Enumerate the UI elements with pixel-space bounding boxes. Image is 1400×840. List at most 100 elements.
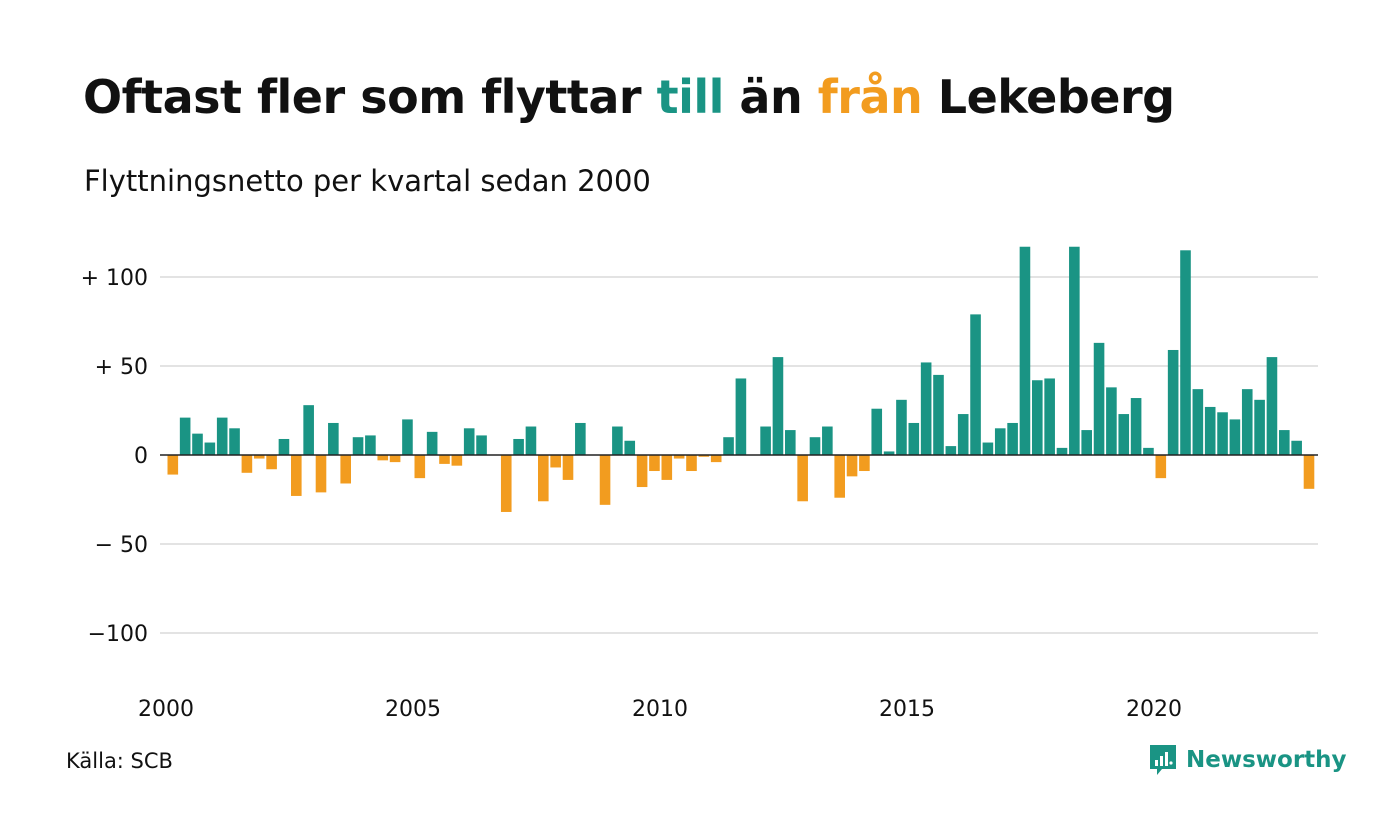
- bar-2022Q4: [1291, 440, 1302, 455]
- bar-2007Q4: [550, 455, 561, 468]
- bar-2007Q3: [538, 455, 549, 502]
- y-tick-label: + 50: [95, 355, 148, 380]
- y-axis-labels: + 100 + 50 0 − 50 −100: [81, 266, 148, 647]
- bar-2008Q2: [575, 422, 586, 455]
- bar-2011Q2: [723, 437, 734, 455]
- bar-2020Q2: [1167, 349, 1179, 455]
- bar-2020Q3: [1180, 250, 1191, 455]
- bar-2007Q2: [525, 426, 537, 455]
- bar-2006Q2: [476, 435, 487, 455]
- bar-2013Q2: [822, 426, 833, 455]
- bar-2011Q3: [735, 378, 747, 455]
- bar-2017Q2: [1019, 246, 1031, 455]
- bar-2000Q4: [204, 442, 216, 455]
- bar-2021Q3: [1229, 419, 1241, 455]
- bar-2010Q3: [686, 455, 697, 472]
- bar-2012Q3: [785, 430, 796, 455]
- bar-2009Q4: [649, 455, 660, 472]
- x-tick-label: 2000: [138, 697, 194, 722]
- bar-2007Q1: [513, 438, 524, 455]
- bar-2014Q1: [859, 455, 870, 472]
- brand-name: Newsworthy: [1186, 747, 1347, 773]
- chart-title: Oftast fler som flyttar till än från Lek…: [83, 70, 1175, 124]
- bar-2016Q3: [982, 442, 994, 455]
- bar-2004Q4: [402, 419, 413, 455]
- bar-2002Q1: [266, 455, 277, 470]
- bar-2016Q2: [970, 314, 981, 455]
- source-note: Källa: SCB: [66, 749, 173, 773]
- bar-2018Q4: [1093, 342, 1105, 455]
- bar-2019Q2: [1118, 414, 1130, 455]
- logo-dot: [1169, 761, 1173, 765]
- bar-2006Q4: [500, 455, 512, 512]
- bar-2023Q1: [1303, 455, 1315, 489]
- bar-2019Q4: [1143, 447, 1154, 455]
- bar-2020Q1: [1155, 455, 1167, 479]
- bar-2010Q4: [698, 455, 710, 457]
- bar-2012Q1: [760, 426, 771, 455]
- bar-chart: + 100 + 50 0 − 50 −100 2000 2005 2010 2015 2020: [81, 246, 1318, 722]
- grid-lines: [160, 276, 1318, 634]
- bar-2005Q4: [451, 455, 463, 466]
- bar-2001Q1: [216, 417, 228, 455]
- x-axis-labels: 2000 2005 2010 2015 2020: [138, 697, 1182, 722]
- bar-2005Q2: [426, 431, 438, 455]
- logo-bar-1: [1155, 760, 1158, 766]
- bar-2018Q2: [1069, 246, 1080, 455]
- bar-2013Q3: [834, 455, 845, 498]
- bar-2017Q1: [1007, 422, 1018, 455]
- bar-2010Q2: [673, 455, 685, 459]
- title-highlight-fran: från: [817, 70, 923, 124]
- title-part-2: än: [723, 70, 818, 124]
- bar-2022Q1: [1254, 399, 1265, 455]
- bar-2009Q1: [612, 426, 623, 455]
- bar-2009Q3: [636, 455, 648, 488]
- title-part-1: Oftast fler som flyttar: [83, 70, 657, 124]
- bar-2015Q4: [945, 446, 957, 455]
- y-tick-label: 0: [134, 444, 148, 469]
- bar-2003Q3: [340, 455, 351, 484]
- bars: [167, 246, 1315, 512]
- bar-2008Q1: [562, 455, 574, 480]
- bar-2012Q4: [797, 455, 808, 502]
- x-tick-label: 2015: [879, 697, 935, 722]
- bar-2003Q1: [315, 455, 327, 493]
- y-tick-label: − 50: [95, 533, 148, 558]
- bar-2008Q4: [599, 455, 611, 505]
- bar-2017Q3: [1032, 380, 1043, 455]
- bar-2019Q1: [1106, 387, 1117, 455]
- bar-2012Q2: [772, 357, 784, 455]
- bar-2005Q3: [439, 455, 450, 464]
- bar-2014Q4: [896, 399, 907, 455]
- bar-2003Q2: [328, 422, 339, 455]
- bar-2018Q1: [1056, 447, 1068, 455]
- y-tick-label: + 100: [81, 266, 148, 291]
- bar-2016Q4: [994, 428, 1006, 455]
- bar-2004Q2: [377, 455, 389, 461]
- bar-2016Q1: [957, 414, 969, 455]
- logo-bar-3: [1165, 752, 1168, 766]
- x-tick-label: 2005: [385, 697, 441, 722]
- bar-2022Q3: [1279, 430, 1290, 455]
- bar-2004Q3: [389, 455, 401, 463]
- bar-2017Q4: [1044, 378, 1055, 455]
- bar-2019Q3: [1130, 398, 1142, 455]
- bar-2015Q3: [933, 374, 944, 455]
- bar-2001Q2: [229, 428, 240, 455]
- title-part-3: Lekeberg: [922, 70, 1175, 124]
- bar-2021Q2: [1217, 412, 1228, 455]
- bar-2011Q1: [710, 455, 722, 463]
- bar-2015Q1: [908, 422, 920, 455]
- brand-logo: Newsworthy: [1148, 743, 1347, 777]
- bar-2021Q1: [1204, 406, 1216, 455]
- y-tick-label: −100: [88, 622, 148, 647]
- bar-2021Q4: [1241, 389, 1253, 455]
- bar-2010Q1: [661, 455, 673, 480]
- bar-2005Q1: [414, 455, 426, 479]
- chart-subtitle: Flyttningsnetto per kvartal sedan 2000: [84, 164, 651, 198]
- bar-2020Q4: [1192, 389, 1204, 455]
- bar-2013Q1: [809, 437, 821, 455]
- bar-2002Q3: [291, 455, 302, 496]
- bar-2013Q4: [846, 455, 858, 477]
- bar-2015Q2: [920, 362, 932, 455]
